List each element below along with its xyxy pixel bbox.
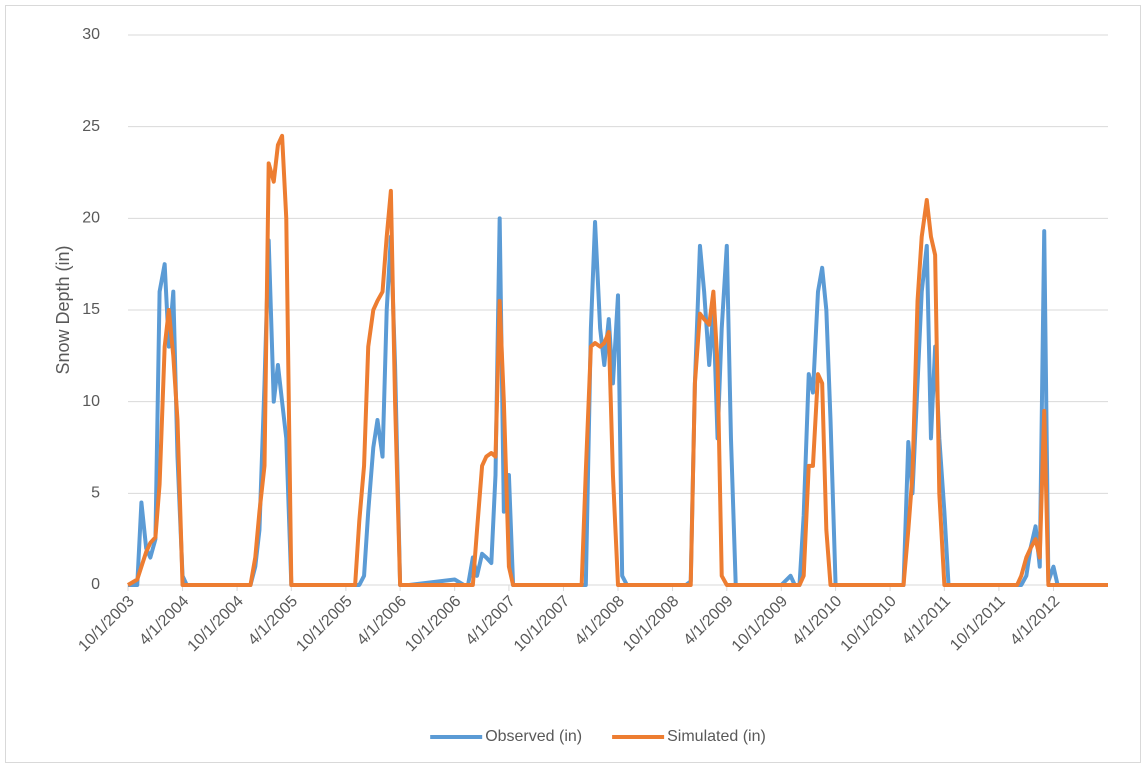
legend-label: Observed (in) [485, 728, 582, 745]
y-tick-label: 30 [82, 26, 100, 43]
y-tick-label: 25 [82, 118, 100, 135]
y-tick-label: 20 [82, 210, 100, 227]
data-line [126, 133, 1108, 587]
legend-label: Simulated (in) [667, 728, 766, 745]
y-tick-label: 0 [91, 576, 100, 593]
chart-frame [5, 5, 1141, 763]
data-line [128, 216, 1108, 587]
y-tick-label: 10 [82, 393, 100, 410]
y-axis-label: Snow Depth (in) [53, 245, 73, 374]
y-tick-label: 5 [91, 485, 100, 502]
y-tick-label: 15 [82, 301, 100, 318]
